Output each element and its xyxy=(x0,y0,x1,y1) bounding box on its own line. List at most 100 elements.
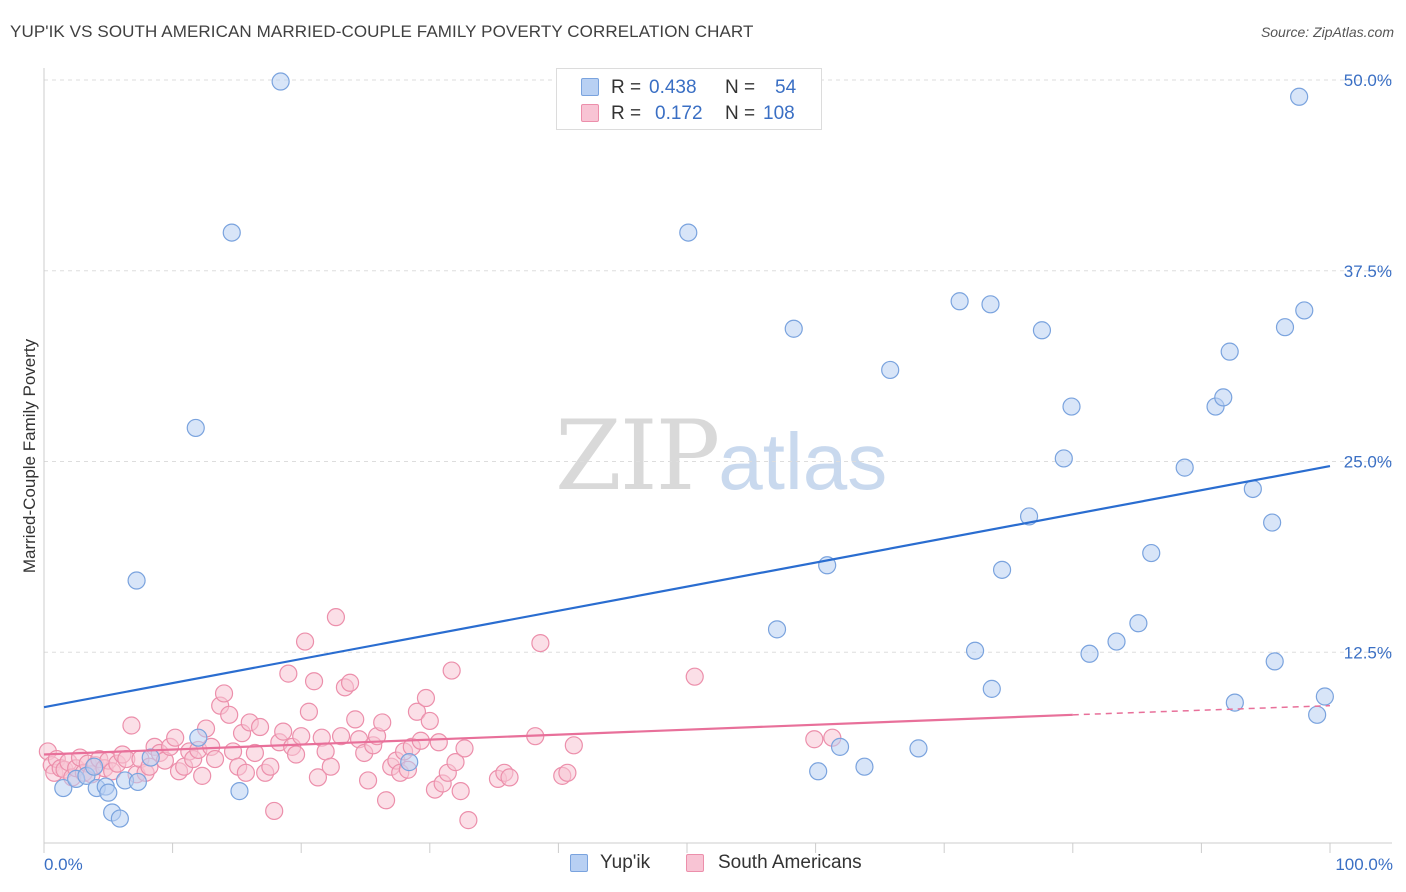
yupik-point xyxy=(1129,614,1148,633)
south-americans-point xyxy=(245,743,265,763)
south-americans-point xyxy=(373,713,392,732)
south-americans-point xyxy=(416,688,436,708)
yupik-point xyxy=(1080,644,1099,663)
yupik-point xyxy=(1263,513,1282,532)
yupik-point xyxy=(85,757,104,776)
yupik-point xyxy=(110,809,129,828)
south-americans-point xyxy=(261,757,280,776)
yupik-point xyxy=(992,560,1012,579)
yupik-point xyxy=(830,737,850,756)
legend-swatch-pink xyxy=(581,104,599,122)
source-credit: Source: ZipAtlas.com xyxy=(1260,24,1394,40)
south-americans-point xyxy=(304,672,324,691)
south-americans-point xyxy=(446,753,465,772)
y-axis-label: Married-Couple Family Poverty xyxy=(20,338,39,574)
yupik-point xyxy=(1243,479,1262,499)
south-americans-point xyxy=(308,768,328,787)
yupik-trend-line xyxy=(43,464,1331,709)
south-americans-point xyxy=(500,768,519,787)
south-americans-point xyxy=(451,782,470,801)
yupik-point xyxy=(127,571,146,590)
south-americans-point xyxy=(166,728,185,747)
y-tick-label: 12.5% xyxy=(1344,643,1392,662)
south-americans-point xyxy=(376,791,396,810)
south-americans-point xyxy=(299,702,319,721)
yupik-point xyxy=(1032,321,1052,340)
yupik-point xyxy=(1107,632,1126,651)
south-americans-point xyxy=(685,667,704,686)
yupik-point xyxy=(230,782,249,801)
y-tick-label: 37.5% xyxy=(1344,262,1392,281)
south-americans-point xyxy=(220,705,239,724)
south-americans-point xyxy=(321,757,340,776)
south-americans-point xyxy=(326,608,346,627)
bottom-legend-swatch-pink xyxy=(686,854,704,872)
yupik-point xyxy=(1054,449,1073,468)
chart-title: YUP'IK VS SOUTH AMERICAN MARRIED-COUPLE … xyxy=(10,22,754,41)
south-americans-point xyxy=(193,766,212,785)
yupik-point xyxy=(1290,87,1309,106)
south-americans-point xyxy=(279,664,298,683)
south-americans-point xyxy=(459,811,478,830)
yupik-points xyxy=(54,72,1334,828)
yupik-point xyxy=(54,778,73,798)
yupik-point xyxy=(1175,458,1194,477)
trend-lines xyxy=(43,464,1331,756)
south-americans-point xyxy=(455,739,474,758)
legend-r-label: R = xyxy=(611,77,642,98)
yupik-point xyxy=(965,641,985,660)
south-americans-point xyxy=(286,745,306,764)
yupik-point xyxy=(128,772,147,792)
x-tick-label-min: 0.0% xyxy=(44,855,83,874)
yupik-point xyxy=(809,762,828,781)
south-americans-point xyxy=(214,684,234,703)
south-americans-point xyxy=(250,717,270,737)
yupik-point xyxy=(1265,652,1284,671)
south-americans-trend-line xyxy=(43,713,1073,756)
yupik-point xyxy=(1214,388,1233,407)
south-americans-point xyxy=(358,771,378,790)
south-americans-trend-extension xyxy=(1072,704,1331,716)
yupik-point xyxy=(981,295,1000,314)
yupik-point xyxy=(909,739,928,758)
axes xyxy=(43,68,1392,853)
south-americans-point xyxy=(122,716,141,735)
south-americans-point xyxy=(531,633,550,653)
yupik-point xyxy=(950,292,969,311)
south-americans-point xyxy=(295,632,315,651)
yupik-point xyxy=(99,783,118,802)
yupik-point xyxy=(189,728,208,747)
south-americans-point xyxy=(558,763,577,782)
yupik-point xyxy=(982,679,1001,698)
south-americans-point xyxy=(340,673,360,692)
yupik-point xyxy=(1220,342,1239,361)
south-americans-points xyxy=(38,608,842,830)
yupik-point xyxy=(784,319,803,338)
legend-n-value: 108 xyxy=(763,103,795,124)
legend-r-value: 0.172 xyxy=(655,103,703,124)
yupik-point xyxy=(1308,705,1327,724)
yupik-point xyxy=(1062,397,1081,416)
south-americans-point xyxy=(331,727,351,746)
bottom-legend-label: Yup'ik xyxy=(600,852,651,873)
yupik-point xyxy=(271,72,290,91)
legend-n-value: 54 xyxy=(775,77,797,98)
south-americans-point xyxy=(407,702,427,721)
south-americans-point xyxy=(420,711,439,731)
south-americans-point xyxy=(205,749,225,769)
yupik-point xyxy=(1295,301,1314,320)
south-americans-point xyxy=(429,733,448,752)
yupik-point xyxy=(400,753,419,772)
yupik-point xyxy=(679,223,698,242)
south-americans-point xyxy=(442,661,461,680)
south-americans-point xyxy=(316,742,335,761)
yupik-point xyxy=(1142,543,1161,563)
south-americans-point xyxy=(805,730,824,749)
yupik-point xyxy=(1275,318,1295,337)
south-americans-point xyxy=(346,710,365,729)
legend-n-label: N = xyxy=(725,103,756,124)
tick-labels: 12.5% 25.0% 37.5% 50.0% 0.0% 100.0% xyxy=(44,71,1393,874)
x-tick-label-max: 100.0% xyxy=(1335,855,1393,874)
south-americans-point xyxy=(292,727,311,746)
